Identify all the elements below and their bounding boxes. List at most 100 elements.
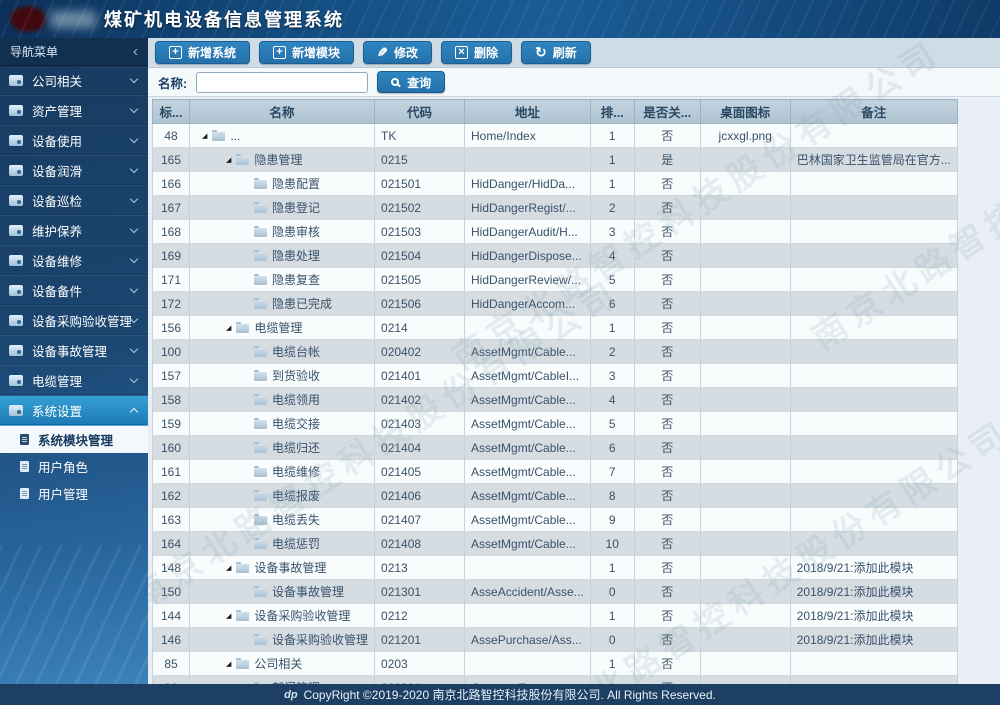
table-row[interactable]: 165 ◢ 隐患管理 0215 1 是 巴林国家卫生监管局在官方... [152, 147, 958, 172]
cell-name: 设备事故管理 [189, 579, 376, 604]
column-header[interactable]: 名称 [188, 99, 376, 124]
sidebar-item[interactable]: 电缆管理 [0, 366, 148, 396]
cell-id: 162 [152, 483, 190, 508]
sidebar-item[interactable]: 设备维修 [0, 246, 148, 276]
table-row[interactable]: 158 电缆领用 021402 AssetMgmt/Cable... 4 否 [152, 387, 958, 412]
table-row[interactable]: 164 电缆惩罚 021408 AssetMgmt/Cable... 10 否 [152, 531, 958, 556]
tree-expander-icon[interactable]: ◢ [202, 132, 208, 140]
sidebar-item[interactable]: 设备使用 [0, 126, 148, 156]
table-row[interactable]: 163 电缆丢失 021407 AssetMgmt/Cable... 9 否 [152, 507, 958, 532]
query-button[interactable]: 查询 [377, 71, 446, 93]
sidebar-item[interactable]: 维护保养 [0, 216, 148, 246]
sidebar-item[interactable]: 设备巡检 [0, 186, 148, 216]
new-system-button[interactable]: + 新增系统 [155, 41, 251, 64]
table-row[interactable]: 48 ◢... TK Home/Index 1 否 jcxxgl.png [152, 123, 958, 148]
sidebar-item[interactable]: 设备事故管理 [0, 336, 148, 366]
sidebar-item[interactable]: 设备采购验收管理 [0, 306, 148, 336]
folder-icon [254, 538, 267, 549]
cell-address: AssetMgmt/Cable... [464, 411, 591, 436]
sidebar-subitem[interactable]: 用户管理 [0, 480, 148, 507]
cell-order: 10 [590, 531, 635, 556]
new-module-button[interactable]: + 新增模块 [259, 41, 355, 64]
table-row[interactable]: 148 ◢ 设备事故管理 0213 1 否 2018/9/21:添加此模块 [152, 555, 958, 580]
copyright-text: CopyRight ©2019-2020 南京北路智控科技股份有限公司. All… [303, 688, 716, 702]
table-row[interactable]: 161 电缆维修 021405 AssetMgmt/Cable... 7 否 [152, 459, 958, 484]
table-row[interactable]: 146 设备采购验收管理 021201 AssePurchase/Ass... 0 否 20… [152, 627, 958, 652]
folder-icon [254, 586, 267, 597]
chevron-down-icon [129, 194, 139, 204]
column-header[interactable]: 标... [152, 99, 190, 124]
sidebar-item[interactable]: 系统设置 [0, 396, 148, 426]
column-header[interactable]: 桌面图标 [699, 99, 791, 124]
column-header[interactable]: 地址 [464, 99, 591, 124]
cell-order: 1 [590, 123, 635, 148]
cell-code: 021505 [374, 267, 466, 292]
column-header[interactable]: 代码 [374, 99, 466, 124]
table-row[interactable]: 160 电缆归还 021404 AssetMgmt/Cable... 6 否 [152, 435, 958, 460]
table-row[interactable]: 169 隐患处理 021504 HidDangerDispose... 4 否 [152, 243, 958, 268]
cell-remark [790, 339, 958, 364]
cell-id: 150 [152, 579, 190, 604]
cell-order: 0 [590, 579, 635, 604]
cell-desktop-icon [700, 147, 791, 172]
table-row[interactable]: 167 隐患登记 021502 HidDangerRegist/... 2 否 [152, 195, 958, 220]
tree-expander-icon[interactable]: ◢ [226, 157, 232, 164]
cell-desktop-icon [700, 507, 791, 532]
sidebar-item[interactable]: 设备备件 [0, 276, 148, 306]
table-row[interactable]: 168 隐患审核 021503 HidDangerAudit/H... 3 否 [152, 219, 958, 244]
sidebar-item-label: 设备润滑 [32, 165, 83, 179]
table-row[interactable]: 171 隐患复查 021505 HidDangerReview/... 5 否 [152, 267, 958, 292]
sidebar-item-label: 系统设置 [32, 405, 83, 419]
cell-code: 021403 [374, 411, 466, 436]
table-row[interactable]: 166 隐患配置 021501 HidDanger/HidDa... 1 否 [152, 171, 958, 196]
table-row[interactable]: 150 设备事故管理 021301 AsseAccident/Asse... 0 否 201… [152, 579, 958, 604]
sidebar-item[interactable]: 设备润滑 [0, 156, 148, 186]
cell-id: 100 [152, 339, 190, 364]
delete-button[interactable]: × 删除 [440, 41, 512, 64]
cell-closed: 否 [634, 555, 701, 580]
table-row[interactable]: 159 电缆交接 021403 AssetMgmt/Cable... 5 否 [152, 411, 958, 436]
cell-remark: 巴林国家卫生监管局在官方... [790, 147, 958, 172]
tree-expander-icon[interactable]: ◢ [226, 565, 232, 572]
tree-expander-icon[interactable]: ◢ [226, 661, 232, 668]
table-row[interactable]: 156 ◢ 电缆管理 0214 1 否 [152, 315, 958, 340]
tree-expander-icon[interactable]: ◢ [226, 325, 232, 332]
tree-expander-icon[interactable]: ◢ [226, 613, 232, 620]
sidebar-item-label: 设备巡检 [32, 195, 83, 209]
table-row[interactable]: 100 电缆台帐 020402 AssetMgmt/Cable... 2 否 [152, 339, 958, 364]
chevron-down-icon [129, 254, 139, 264]
document-icon [20, 488, 29, 499]
column-header[interactable]: 备注 [789, 99, 958, 124]
cell-name: ◢... [189, 123, 376, 148]
edit-button[interactable]: ✎ 修改 [363, 41, 432, 64]
sidebar-item[interactable]: 资产管理 [0, 96, 148, 126]
cell-id: 160 [152, 435, 190, 460]
plus-square-icon: + [169, 46, 182, 59]
cell-order: 1 [590, 171, 635, 196]
table-row[interactable]: 144 ◢ 设备采购验收管理 0212 1 否 2018/9/21:添加此模块 [152, 603, 958, 628]
sidebar-item-label: 设备使用 [32, 135, 83, 149]
refresh-button[interactable]: ↻ 刷新 [520, 41, 591, 64]
sidebar: 导航菜单 ‹ 公司相关 资产管理 设备使用 设备润滑 设备巡检 维护保养 设备维 [0, 38, 148, 705]
cell-remark [790, 195, 958, 220]
sidebar-item[interactable]: 公司相关 [0, 66, 148, 96]
name-search-input[interactable] [196, 71, 369, 93]
cell-address: AsseAccident/Asse... [464, 579, 591, 604]
sidebar-subitem[interactable]: 系统模块管理 [0, 426, 148, 453]
cell-id: 168 [152, 219, 190, 244]
sidebar-subitem[interactable]: 用户角色 [0, 453, 148, 480]
cell-name: 隐患登记 [189, 195, 376, 220]
table-row[interactable]: 157 到货验收 021401 AssetMgmt/CableI... 3 否 [152, 363, 958, 388]
chevron-down-icon [129, 284, 139, 294]
table-row[interactable]: 85 ◢ 公司相关 0203 1 否 [152, 651, 958, 676]
cell-desktop-icon [700, 291, 791, 316]
table-row[interactable]: 172 隐患已完成 021506 HidDangerAccom... 6 否 [152, 291, 958, 316]
module-icon [9, 135, 23, 146]
cell-address [464, 147, 591, 172]
cell-closed: 否 [634, 459, 701, 484]
table-row[interactable]: 162 电缆报废 021406 AssetMgmt/Cable... 8 否 [152, 483, 958, 508]
sidebar-collapse-icon[interactable]: ‹ [133, 43, 138, 60]
column-header[interactable]: 排... [589, 99, 635, 124]
column-header[interactable]: 是否关... [633, 99, 701, 124]
